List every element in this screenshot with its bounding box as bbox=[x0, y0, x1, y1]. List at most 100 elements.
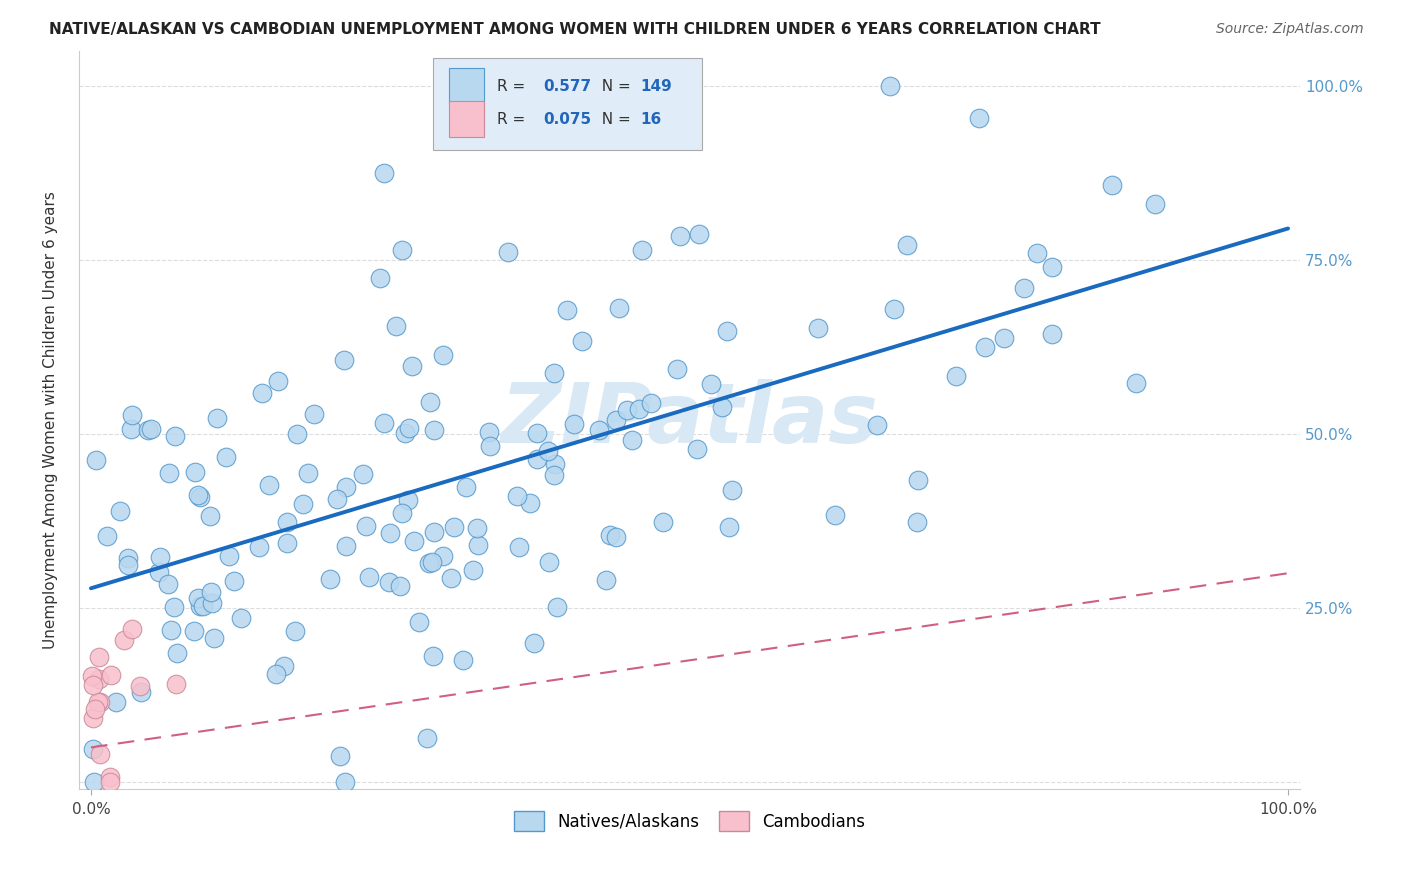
Point bbox=[1014, 281, 1036, 295]
Text: R =: R = bbox=[496, 78, 530, 94]
Point bbox=[215, 450, 238, 465]
Legend: Natives/Alaskans, Cambodians: Natives/Alaskans, Cambodians bbox=[509, 806, 870, 837]
Point bbox=[200, 584, 222, 599]
Point bbox=[218, 549, 240, 563]
Point bbox=[605, 413, 627, 427]
Point bbox=[461, 563, 484, 577]
Point bbox=[479, 439, 502, 453]
Point bbox=[398, 420, 420, 434]
Point bbox=[543, 366, 565, 380]
Point bbox=[945, 369, 967, 384]
Point bbox=[544, 457, 567, 471]
Point bbox=[104, 695, 127, 709]
Point bbox=[824, 508, 846, 522]
Point bbox=[163, 428, 186, 442]
Point bbox=[422, 423, 444, 437]
Point bbox=[993, 331, 1015, 345]
Point bbox=[292, 497, 315, 511]
Point bbox=[373, 416, 395, 430]
Point bbox=[652, 515, 675, 529]
Point bbox=[807, 321, 830, 335]
Point bbox=[506, 489, 529, 503]
Point bbox=[467, 538, 489, 552]
Point bbox=[557, 302, 579, 317]
Point bbox=[378, 575, 401, 590]
Point bbox=[352, 467, 374, 481]
Point bbox=[87, 649, 110, 664]
Point bbox=[388, 579, 411, 593]
Point bbox=[562, 417, 585, 432]
Point bbox=[508, 540, 530, 554]
Point bbox=[896, 238, 918, 252]
FancyBboxPatch shape bbox=[449, 68, 484, 103]
Text: N =: N = bbox=[592, 112, 636, 127]
Point bbox=[156, 577, 179, 591]
Point bbox=[422, 525, 444, 540]
Point bbox=[526, 425, 548, 440]
Point bbox=[628, 402, 651, 417]
Point bbox=[668, 229, 690, 244]
Point bbox=[973, 340, 995, 354]
Point bbox=[419, 395, 441, 409]
Point bbox=[1101, 178, 1123, 192]
Point bbox=[1025, 245, 1047, 260]
Point bbox=[631, 244, 654, 258]
Point bbox=[89, 747, 111, 761]
FancyBboxPatch shape bbox=[433, 58, 702, 151]
Point bbox=[117, 551, 139, 566]
Point bbox=[537, 444, 560, 458]
Point bbox=[359, 570, 381, 584]
Point bbox=[166, 646, 188, 660]
Point bbox=[616, 403, 638, 417]
Point bbox=[329, 749, 352, 764]
Point bbox=[157, 467, 180, 481]
Text: 0.075: 0.075 bbox=[543, 112, 591, 127]
Point bbox=[496, 244, 519, 259]
Point bbox=[401, 359, 423, 373]
Text: R =: R = bbox=[496, 112, 530, 127]
Point bbox=[188, 491, 211, 505]
Point bbox=[160, 623, 183, 637]
Point bbox=[354, 519, 377, 533]
Text: Source: ZipAtlas.com: Source: ZipAtlas.com bbox=[1216, 22, 1364, 37]
Point bbox=[716, 324, 738, 338]
Point bbox=[84, 452, 107, 467]
Point bbox=[866, 417, 889, 432]
Point bbox=[883, 301, 905, 316]
Point bbox=[188, 599, 211, 613]
Point bbox=[1125, 376, 1147, 390]
Point bbox=[198, 509, 221, 524]
Point bbox=[543, 467, 565, 482]
Text: 16: 16 bbox=[641, 112, 662, 127]
Point bbox=[284, 624, 307, 638]
Point bbox=[252, 385, 274, 400]
Point bbox=[418, 557, 440, 571]
Point bbox=[546, 600, 568, 615]
Point bbox=[333, 353, 356, 368]
Point bbox=[599, 528, 621, 542]
Point bbox=[879, 78, 901, 93]
Point bbox=[82, 711, 104, 725]
Point bbox=[110, 504, 132, 518]
Point bbox=[82, 742, 104, 756]
Point bbox=[129, 679, 152, 693]
Point bbox=[408, 615, 430, 630]
Point bbox=[439, 571, 461, 585]
Point bbox=[432, 348, 454, 362]
Point bbox=[82, 669, 104, 683]
Text: NATIVE/ALASKAN VS CAMBODIAN UNEMPLOYMENT AMONG WOMEN WITH CHILDREN UNDER 6 YEARS: NATIVE/ALASKAN VS CAMBODIAN UNEMPLOYMENT… bbox=[49, 22, 1101, 37]
Text: N =: N = bbox=[592, 78, 636, 94]
Point bbox=[191, 599, 214, 613]
Point bbox=[163, 599, 186, 614]
Point bbox=[96, 529, 118, 543]
Point bbox=[720, 483, 742, 497]
Point bbox=[335, 539, 357, 553]
Point bbox=[907, 473, 929, 487]
Point bbox=[285, 426, 308, 441]
Point bbox=[1040, 326, 1063, 341]
Point bbox=[391, 506, 413, 520]
Y-axis label: Unemployment Among Women with Children Under 6 years: Unemployment Among Women with Children U… bbox=[44, 191, 58, 648]
Point bbox=[83, 775, 105, 789]
Point bbox=[526, 452, 548, 467]
Point bbox=[335, 480, 357, 494]
